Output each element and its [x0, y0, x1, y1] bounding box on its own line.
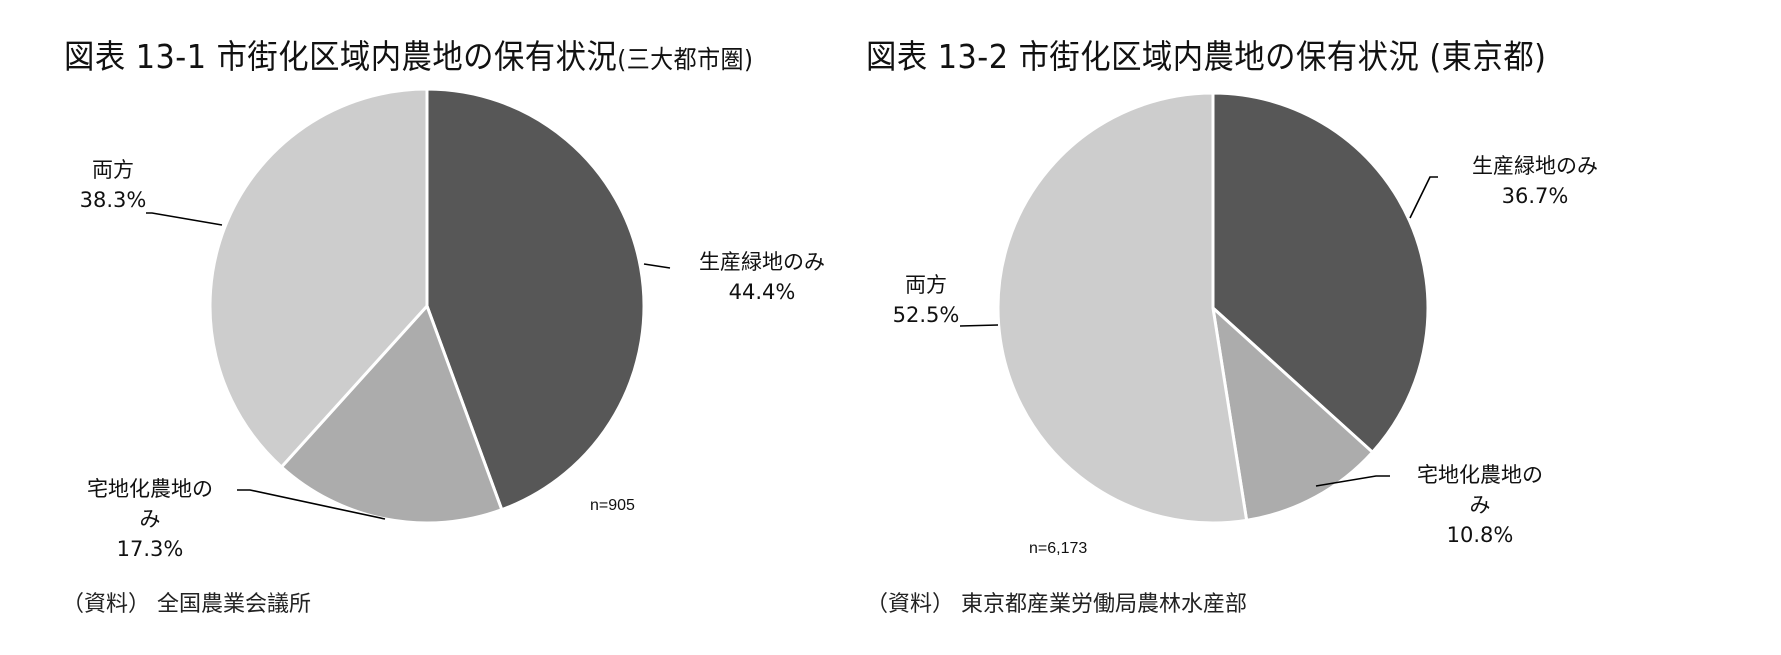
chart1-leader-res	[237, 489, 386, 520]
pie-slice	[425, 87, 646, 512]
pie-slice	[208, 87, 429, 470]
chart2-title: 図表 13-2 市街化区域内農地の保有状況 (東京都)	[866, 30, 1546, 78]
chart1-label-green-name: 生産緑地のみ	[699, 250, 825, 274]
chart1-leader-green	[643, 263, 671, 269]
chart2-label-green-name: 生産緑地のみ	[1472, 154, 1598, 178]
chart2-label-green: 生産緑地のみ 36.7%	[1440, 151, 1630, 211]
chart2-label-res-name-cont: み	[1469, 493, 1491, 517]
chart1-label-both: 両方 38.3%	[78, 155, 148, 215]
chart1-sample-size: n=905	[590, 497, 635, 514]
chart2-label-res-name: 宅地化農地の	[1417, 463, 1543, 487]
pie-slice	[1210, 304, 1375, 523]
chart2-sample-size: n=6,173	[1029, 540, 1088, 557]
chart1-title: 図表 13-1 市街化区域内農地の保有状況(三大都市圏)	[64, 30, 753, 78]
chart2-label-both: 両方 52.5%	[888, 270, 964, 330]
chart2-leader-both	[959, 324, 999, 327]
chart2-leader-res	[1315, 475, 1390, 487]
pie-slice	[279, 303, 504, 525]
chart1-label-res-name-cont: み	[139, 507, 161, 531]
chart1-label-res-name: 宅地化農地の	[87, 477, 213, 501]
chart1-label-res-pct: 17.3%	[116, 537, 184, 561]
chart2-label-res-pct: 10.8%	[1446, 523, 1514, 547]
chart1-label-green-pct: 44.4%	[728, 280, 796, 304]
chart2-label-both-name: 両方	[905, 273, 947, 297]
chart1-source: （資料） 全国農業会議所	[62, 592, 311, 617]
chart2-label-both-pct: 52.5%	[892, 303, 960, 327]
chart2-source: （資料） 東京都産業労働局農林水産部	[866, 592, 1247, 617]
chart1-pie	[208, 87, 646, 525]
chart2-title-main: 図表 13-2 市街化区域内農地の保有状況	[866, 37, 1420, 76]
chart1-title-suffix: (三大都市圏)	[617, 45, 754, 74]
chart2-pie	[996, 91, 1430, 525]
chart1-label-both-name: 両方	[92, 158, 134, 182]
chart2-label-res: 宅地化農地の み 10.8%	[1392, 460, 1568, 550]
chart2-label-green-pct: 36.7%	[1501, 184, 1569, 208]
chart2-leader-green	[1409, 176, 1438, 219]
chart1-label-res: 宅地化農地の み 17.3%	[62, 474, 238, 564]
pie-slice	[1211, 91, 1430, 455]
chart1-label-green: 生産緑地のみ 44.4%	[672, 247, 852, 307]
pie-slice	[996, 91, 1249, 525]
chart1-label-both-pct: 38.3%	[79, 188, 147, 212]
chart2-title-suffix: (東京都)	[1419, 37, 1547, 76]
chart1-leader-both	[146, 212, 223, 226]
chart1-title-main: 図表 13-1 市街化区域内農地の保有状況	[64, 37, 618, 76]
